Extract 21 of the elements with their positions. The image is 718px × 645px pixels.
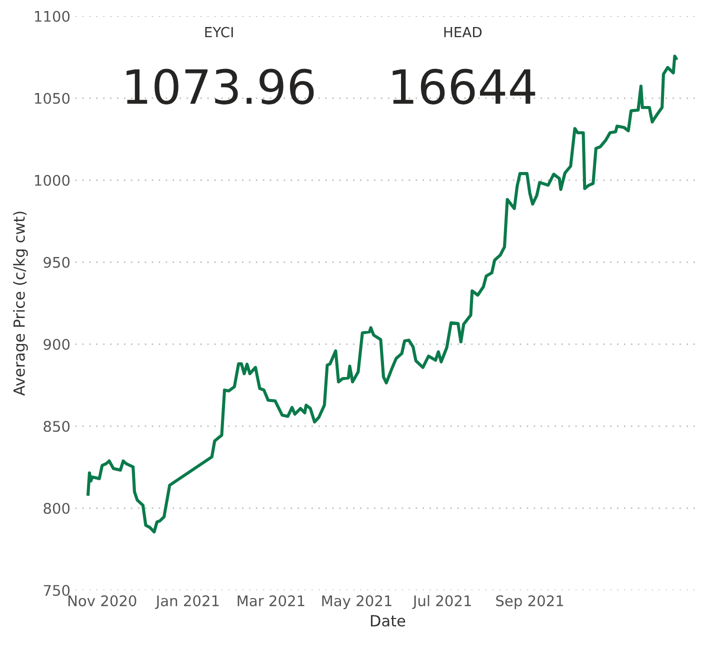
y-tick-label: 1050 [35, 92, 70, 104]
y-tick-label: 900 [44, 338, 70, 350]
annotation: HEAD [444, 27, 482, 38]
x-axis-title: Date [370, 615, 406, 627]
y-tick-label: 950 [44, 256, 70, 268]
y-tick-label: 800 [44, 502, 70, 514]
annotation: 16644 [392, 68, 536, 104]
y-tick-label: 750 [44, 584, 70, 596]
y-axis-title: Average Price (c/kg cwt) [13, 212, 28, 396]
annotation: EYCI [205, 26, 233, 38]
x-tick-label: Sep 2021 [496, 595, 564, 610]
x-tick-label: Jan 2021 [155, 595, 219, 610]
annotation: 1073.96 [126, 68, 314, 104]
x-tick-label: May 2021 [322, 595, 392, 610]
y-tick-label: 1000 [35, 174, 70, 186]
y-tick-label: 850 [44, 420, 70, 432]
x-tick-label: Jul 2021 [412, 595, 471, 610]
x-tick-label: Mar 2021 [238, 595, 304, 606]
x-tick-label: Nov 2020 [68, 595, 136, 606]
line-series [86, 54, 678, 534]
y-tick-label: 1100 [35, 10, 70, 22]
